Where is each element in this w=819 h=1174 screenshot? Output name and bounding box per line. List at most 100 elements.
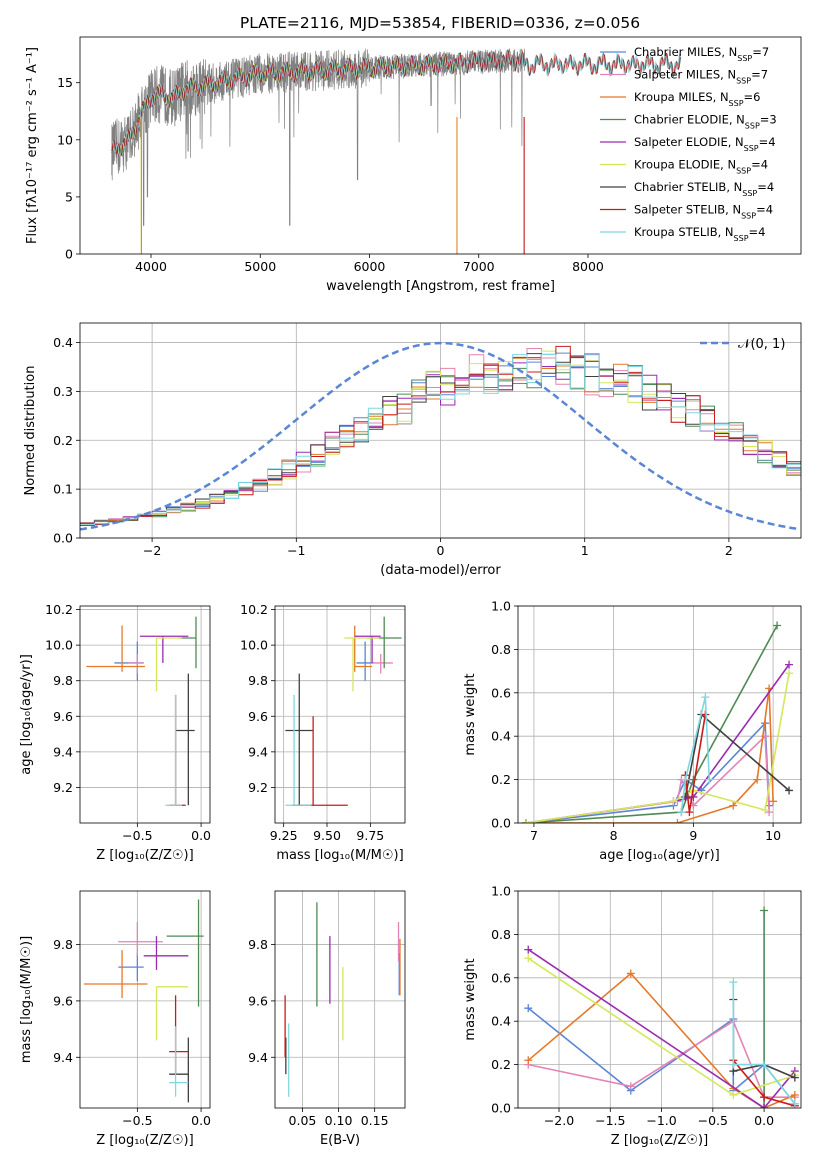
- weight-line: [525, 673, 790, 823]
- axes-frame: [274, 890, 406, 1109]
- y-axis-label: age [log₁₀(age/yr)]: [19, 654, 34, 775]
- weight-marker: [760, 1104, 769, 1108]
- x-tick-label: 0.0: [191, 828, 211, 843]
- x-tick-label: 7: [530, 828, 538, 843]
- y-tick-label: 9.8: [53, 673, 73, 688]
- weight-marker: [729, 1090, 738, 1099]
- weight-marker: [681, 775, 690, 784]
- axes-frame: [79, 36, 802, 255]
- y-axis-label: Normed distribution: [23, 366, 38, 496]
- x-tick-label: −1: [287, 543, 305, 558]
- axes-frame: [274, 605, 406, 824]
- y-tick-label: 0.8: [491, 642, 511, 657]
- y-tick-label: 5: [65, 189, 73, 204]
- y-tick-label: 10.2: [240, 602, 268, 617]
- weight-marker: [685, 808, 694, 817]
- x-tick-label: 8: [610, 828, 618, 843]
- axes-frame: [79, 322, 802, 539]
- legend-label: 𝒩(0, 1): [738, 337, 785, 352]
- Z-weight-panel: −2.0 −1.5 −1.0 −0.5 0.0 0.0 0.2 0.4 0.6 0.8 1.0 Z […: [463, 884, 802, 1148]
- residual-histogram: [80, 354, 801, 526]
- x-tick-label: −0.5: [122, 1113, 152, 1128]
- y-tick-label: 0.0: [53, 531, 73, 546]
- y-tick-label: 9.4: [248, 744, 268, 759]
- weight-marker: [785, 660, 794, 669]
- weight-line: [525, 625, 778, 823]
- weight-marker: [729, 978, 738, 987]
- y-tick-label: 9.6: [53, 709, 73, 724]
- x-tick-label: −1.5: [595, 1113, 625, 1128]
- residuals-panel: −2 −1 0 1 2 0.0 0.1 0.2 0.3 0.4 (data-model)/error…: [23, 322, 802, 578]
- y-tick-label: 9.2: [53, 780, 73, 795]
- x-tick-label: 7000: [463, 259, 495, 274]
- x-axis-label: Z [log₁₀(Z/Z☉)]: [96, 1133, 193, 1148]
- weight-marker: [705, 775, 714, 784]
- weight-marker: [626, 1082, 635, 1091]
- spectrum-model-line: [111, 49, 681, 157]
- x-tick-label: 10: [765, 828, 781, 843]
- x-tick-label: −2: [143, 543, 161, 558]
- age-weight-panel: 7 8 9 10 0.0 0.2 0.4 0.6 0.8 1.0 age [log₁₀(age/yr…: [463, 599, 802, 863]
- y-tick-label: 1.0: [491, 599, 511, 614]
- legend-label: Chabrier STELIB, NSSP=4: [634, 180, 774, 198]
- weight-marker: [524, 1004, 533, 1013]
- Z-mass-panel: −0.5 0.0 9.4 9.6 9.8 Z [log₁₀(Z/Z☉)] mass [log…: [19, 890, 211, 1148]
- residual-histogram: [80, 360, 801, 524]
- weight-marker: [785, 786, 794, 795]
- y-tick-label: 9.6: [248, 709, 268, 724]
- legend-label: Chabrier MILES, NSSP=7: [634, 45, 769, 63]
- x-axis-label: Z [log₁₀(Z/Z☉)]: [96, 848, 193, 863]
- x-tick-label: 0.10: [325, 1113, 353, 1128]
- y-tick-label: 0.6: [491, 970, 511, 985]
- x-axis-label: age [log₁₀(age/yr)]: [599, 848, 720, 863]
- weight-marker: [729, 801, 738, 810]
- y-tick-label: 9.8: [53, 937, 73, 952]
- y-tick-label: 10.0: [45, 638, 73, 653]
- y-tick-label: 0.6: [491, 685, 511, 700]
- weight-plot-area: [524, 906, 799, 1108]
- x-tick-label: 4000: [135, 259, 167, 274]
- legend-label: Kroupa MILES, NSSP=6: [634, 90, 760, 108]
- y-tick-label: 0.4: [491, 729, 511, 744]
- figure-title: PLATE=2116, MJD=53854, FIBERID=0336, z=0…: [240, 14, 640, 32]
- x-tick-label: 5000: [244, 259, 276, 274]
- x-axis-label: Z [log₁₀(Z/Z☉)]: [611, 1133, 708, 1148]
- ebv-mass-panel: 0.05 0.10 0.15 9.4 9.6 9.8 E(B-V): [248, 890, 406, 1148]
- y-tick-label: 0.2: [491, 1057, 511, 1072]
- y-tick-label: 9.8: [248, 937, 268, 952]
- weight-marker: [760, 906, 769, 915]
- legend-label: Chabrier ELODIE, NSSP=3: [634, 113, 777, 131]
- weight-line: [525, 664, 790, 823]
- spectrum-model-line: [111, 49, 681, 157]
- y-tick-label: 0.1: [53, 482, 73, 497]
- weight-line: [732, 982, 796, 1105]
- x-tick-label: 9: [689, 828, 697, 843]
- weight-plot-area: [521, 621, 794, 823]
- x-axis-label: wavelength [Angstrom, rest frame]: [326, 279, 555, 294]
- legend-label: Salpeter ELODIE, NSSP=4: [634, 135, 776, 153]
- weight-marker: [701, 693, 710, 702]
- y-tick-label: 0: [65, 247, 73, 262]
- y-tick-label: 1.0: [491, 884, 511, 899]
- y-tick-label: 0.3: [53, 384, 73, 399]
- axes-frame: [79, 605, 211, 824]
- x-axis-label: E(B-V): [320, 1133, 360, 1148]
- legend-label: Salpeter STELIB, NSSP=4: [634, 203, 773, 221]
- y-tick-label: 0.8: [491, 927, 511, 942]
- y-axis-label: Flux [fλ10⁻¹⁷ erg cm⁻² s⁻¹ A⁻¹]: [25, 47, 40, 244]
- weight-marker: [790, 1090, 799, 1099]
- y-tick-label: 10.0: [240, 638, 268, 653]
- weight-marker: [524, 1056, 533, 1065]
- x-tick-label: 8000: [572, 259, 604, 274]
- residual-histogram: [80, 353, 801, 525]
- weight-marker: [669, 797, 678, 806]
- Z-age-panel: −0.5 0.0 9.2 9.4 9.6 9.8 10.0 10.2 Z [log₁₀(Z/Z☉…: [19, 602, 211, 863]
- weight-line: [526, 688, 774, 823]
- errorbar-plot-area: [284, 902, 401, 1097]
- y-tick-label: 9.4: [53, 1050, 73, 1065]
- x-tick-label: 0.0: [754, 1113, 774, 1128]
- weight-marker: [729, 1060, 738, 1069]
- y-tick-label: 9.8: [248, 673, 268, 688]
- weight-marker: [773, 621, 782, 630]
